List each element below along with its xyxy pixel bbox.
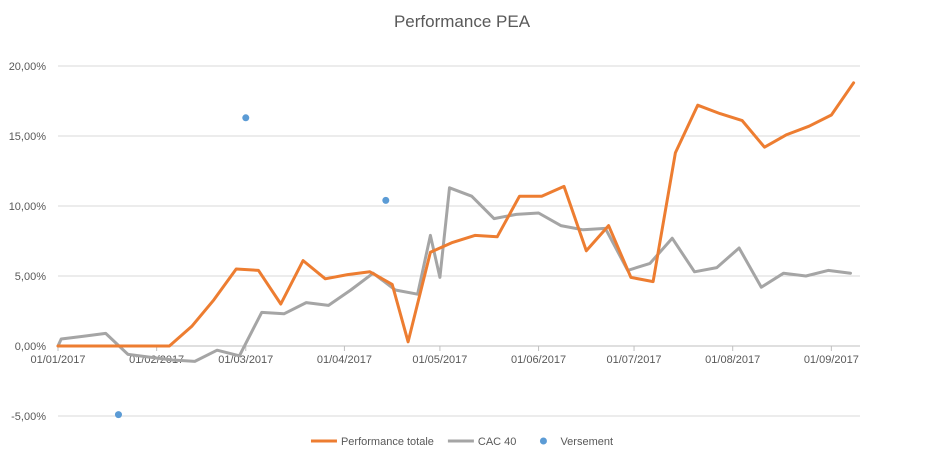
- x-tick-label: 01/08/2017: [705, 354, 760, 366]
- y-axis-ticks: -5,00% 0,00% 5,00% 10,00% 15,00% 20,00%: [9, 61, 47, 423]
- x-tick-label: 01/04/2017: [317, 354, 372, 366]
- x-tick-label: 01/01/2017: [30, 354, 85, 366]
- series-line-cac-40: [56, 186, 852, 363]
- y-tick-label: 5,00%: [15, 271, 46, 283]
- y-tick-label: 20,00%: [9, 61, 47, 73]
- y-tick-label: 10,00%: [9, 201, 47, 213]
- series-line-performance-totale: [56, 81, 856, 348]
- data-point-versement: [382, 196, 390, 204]
- x-tick-label: 01/05/2017: [412, 354, 467, 366]
- x-tick-label: 01/09/2017: [804, 354, 859, 366]
- x-tick-label: 01/06/2017: [511, 354, 566, 366]
- y-tick-label: 0,00%: [15, 341, 46, 353]
- chart-title: Performance PEA: [394, 12, 531, 31]
- legend: Performance totale CAC 40 Versement: [310, 436, 613, 448]
- legend-label: Versement: [560, 436, 613, 448]
- data-point-versement: [242, 114, 250, 122]
- x-axis-ticks: 01/01/2017 01/02/2017 01/03/2017 01/04/2017…: [30, 346, 859, 366]
- legend-marker-versement: [539, 437, 547, 445]
- legend-label: Performance totale: [341, 436, 434, 448]
- gridlines: [58, 65, 860, 417]
- legend-label: CAC 40: [478, 436, 517, 448]
- x-tick-label: 01/03/2017: [218, 354, 273, 366]
- y-tick-label: 15,00%: [9, 131, 47, 143]
- series-layer: [56, 81, 856, 419]
- y-tick-label: -5,00%: [11, 411, 46, 423]
- x-tick-label: 01/07/2017: [607, 354, 662, 366]
- data-point-versement: [114, 411, 122, 419]
